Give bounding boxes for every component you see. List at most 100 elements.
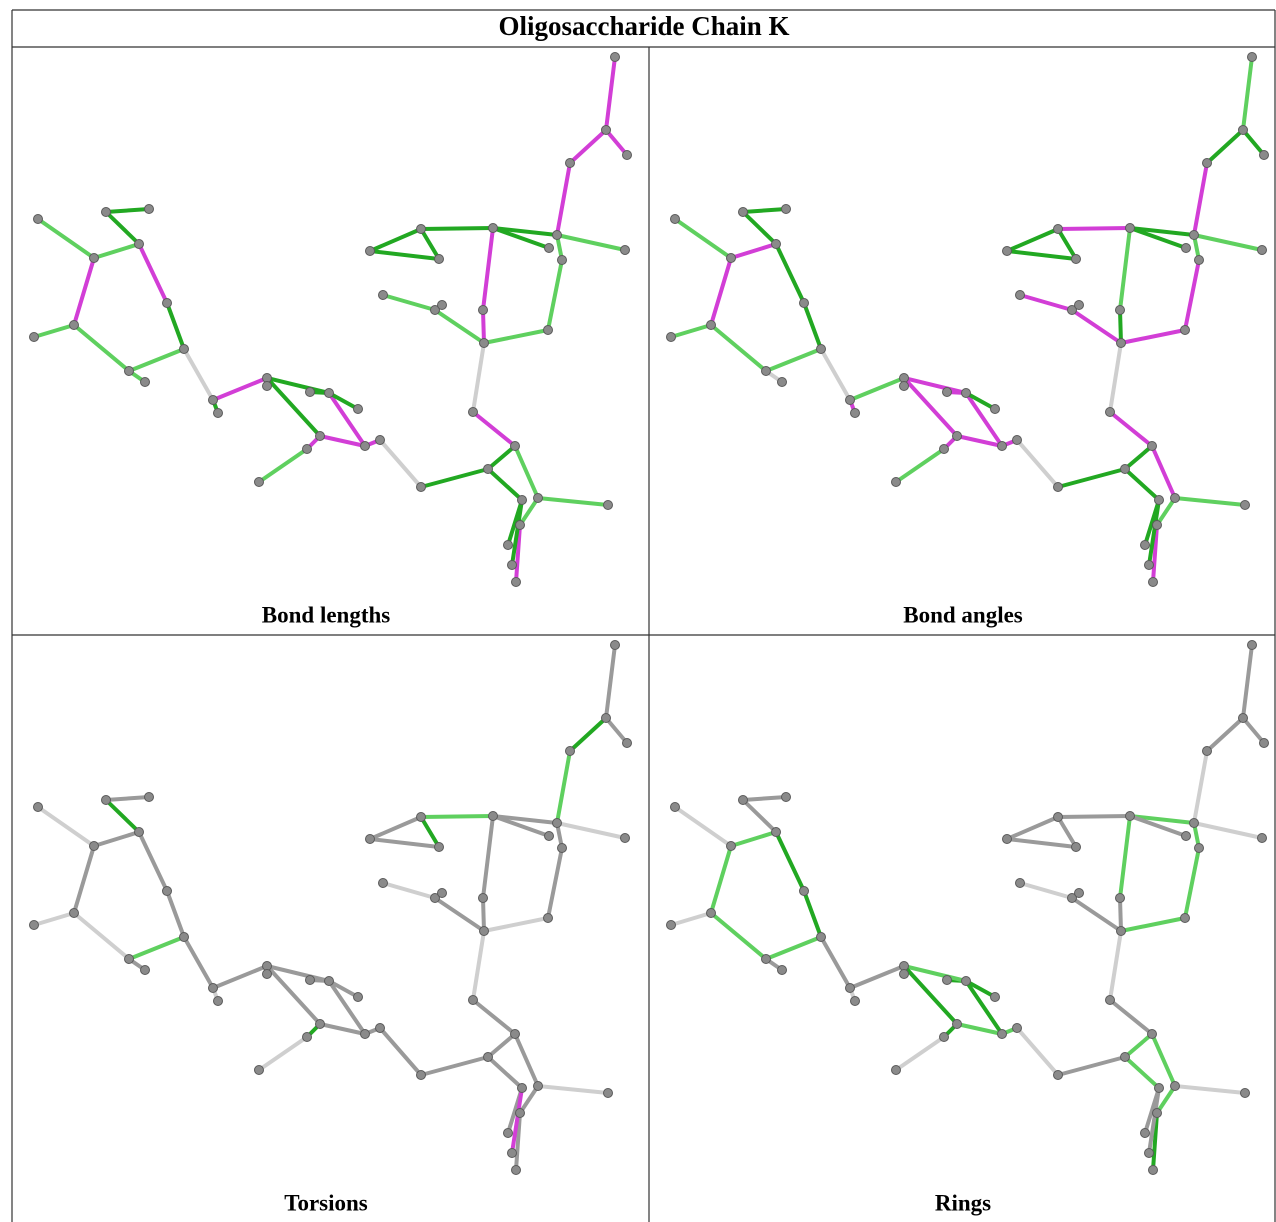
atom [254,1065,264,1075]
bond [127,347,186,373]
atom [939,444,949,454]
atom [515,1108,525,1118]
bond [104,795,151,802]
atom [1259,738,1269,748]
atom [305,387,315,397]
atom [1074,300,1084,310]
bond [955,1022,1004,1036]
bond [1241,55,1254,132]
bond [92,242,141,260]
atom [1144,560,1154,570]
bond [368,815,423,841]
bond [419,815,441,849]
atom [1180,325,1190,335]
bond [1015,438,1060,489]
bond [802,301,823,351]
atom [1115,305,1125,315]
bond [1128,814,1196,825]
atom [1170,1081,1180,1091]
atom [124,954,134,964]
bond [1123,1055,1161,1090]
bond [265,376,331,395]
bond [729,830,778,848]
atom [961,388,971,398]
bond [741,795,788,802]
atom [124,366,134,376]
bond [419,227,441,261]
bond [1056,815,1078,849]
bond [774,830,806,893]
atom [1071,254,1081,264]
atom [781,204,791,214]
atom [1189,818,1199,828]
bond [764,935,823,961]
bond [137,242,169,305]
bond [894,447,946,484]
atom [1002,246,1012,256]
bond [741,207,788,214]
atom [488,811,498,821]
atom [1067,893,1077,903]
bond [673,217,733,260]
bond [1123,444,1154,471]
bond [327,979,367,1036]
atom [483,464,493,474]
atom [33,214,43,224]
bond [1018,881,1074,900]
atom [507,560,517,570]
atom [324,976,334,986]
atom [479,338,489,348]
atom [140,377,150,387]
atom [179,932,189,942]
bond [32,323,76,339]
atom [29,332,39,342]
atom [302,444,312,454]
bond [1108,929,1123,1002]
bond [1070,896,1123,933]
bond [902,964,959,1026]
bond [568,716,608,753]
atom [952,1019,962,1029]
atom [816,932,826,942]
atom [799,298,809,308]
bond [964,391,997,411]
atom [1067,305,1077,315]
bond [419,226,495,231]
atom [315,431,325,441]
atom [515,520,525,530]
bond [127,935,186,961]
bond [555,749,572,825]
bond [1005,249,1078,261]
bond [848,376,906,402]
bond [604,716,629,745]
bond [1056,226,1132,231]
atom [507,1148,517,1158]
atom [543,325,553,335]
bond [481,308,486,345]
atom [434,254,444,264]
atom [899,381,909,391]
bond [1005,227,1060,253]
atom [1148,1165,1158,1175]
atom [503,1128,513,1138]
bond [471,341,486,414]
atom [468,407,478,417]
atom [360,1029,370,1039]
atom [162,886,172,896]
bond [265,964,322,1026]
atom [1053,482,1063,492]
atom [990,404,1000,414]
bond [729,242,778,260]
bond [513,444,540,500]
bond [36,805,96,848]
atom [416,812,426,822]
bond [471,410,517,448]
atom [601,125,611,135]
atom [483,1052,493,1062]
atom [517,495,527,505]
atom [33,802,43,812]
atom [850,996,860,1006]
atom [1152,1108,1162,1118]
atom [1202,158,1212,168]
bond [894,1035,946,1072]
